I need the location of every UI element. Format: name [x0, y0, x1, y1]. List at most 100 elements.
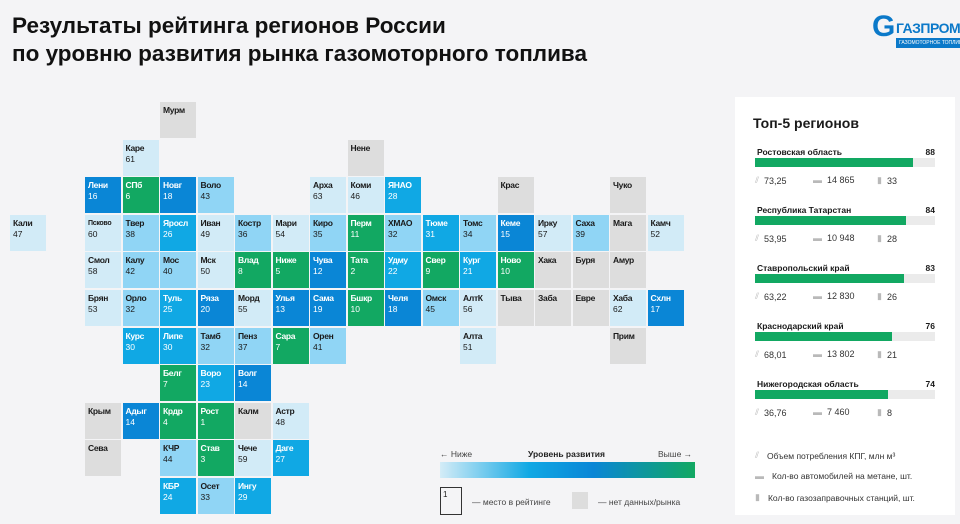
region-tile[interactable]: Крым — [85, 402, 121, 439]
region-rank: 55 — [238, 304, 248, 314]
region-tile[interactable]: Кали 47 — [10, 214, 46, 251]
region-rank: 24 — [163, 492, 173, 502]
region-tile[interactable]: Буря — [572, 252, 609, 289]
region-tile[interactable]: Мос 40 — [160, 252, 196, 289]
region-tile[interactable]: Астр 48 — [272, 402, 309, 439]
region-tile[interactable]: Калм — [235, 402, 271, 439]
region-tile[interactable]: Орло 32 — [122, 290, 159, 326]
region-tile[interactable]: Челя 18 — [385, 290, 421, 326]
region-rank: 48 — [275, 416, 285, 427]
region-tile[interactable]: Тыва — [497, 290, 534, 326]
region-tile[interactable]: Киро 35 — [310, 214, 346, 251]
region-tile[interactable]: Кеме 15 — [497, 214, 534, 251]
region-tile[interactable]: Мага — [610, 214, 646, 251]
region-tile[interactable]: Липе 30 — [160, 327, 196, 364]
region-tile[interactable]: Ново 10 — [497, 252, 534, 289]
region-tile[interactable]: Брян 53 — [85, 290, 121, 326]
region-tile[interactable]: Тюме 31 — [422, 214, 459, 251]
region-tile[interactable]: Сама 19 — [310, 290, 346, 326]
region-rank: 59 — [238, 454, 248, 465]
region-tile[interactable]: Ниже 5 — [272, 252, 309, 289]
region-tile[interactable]: Омск 45 — [422, 290, 459, 326]
region-tile[interactable]: Заба — [535, 290, 571, 326]
region-tile[interactable]: Даге 27 — [272, 440, 309, 477]
region-tile[interactable]: Удму 22 — [385, 252, 421, 289]
region-tile[interactable]: Прим — [610, 327, 646, 364]
region-tile[interactable]: Осет 33 — [197, 478, 234, 514]
region-tile[interactable]: Хака — [535, 252, 571, 289]
region-tile[interactable]: Крдр 4 — [160, 402, 196, 439]
region-tile[interactable]: Улья 13 — [272, 290, 309, 326]
region-rank: 16 — [88, 191, 98, 202]
score-bar-fill — [755, 158, 914, 167]
region-tile[interactable]: ЯНАО 28 — [385, 177, 421, 214]
region-tile[interactable]: Пенз 37 — [235, 327, 271, 364]
top5-panel: Топ-5 регионов Ростовская область 88 ⫽ 73… — [735, 97, 955, 515]
region-tile[interactable]: Туль 25 — [160, 290, 196, 326]
region-tile[interactable]: Калу 42 — [122, 252, 159, 289]
region-tile[interactable]: Камч 52 — [647, 214, 684, 251]
region-tile[interactable]: Чува 12 — [310, 252, 346, 289]
region-tile[interactable]: Бшкр 10 — [347, 290, 384, 326]
region-tile[interactable]: Тата 2 — [347, 252, 384, 289]
region-tile[interactable]: Лени 16 — [85, 177, 121, 214]
region-tile[interactable]: Чече 59 — [235, 440, 271, 477]
region-tile[interactable]: Чуко — [610, 177, 646, 214]
region-tile[interactable]: Новг 18 — [160, 177, 196, 214]
region-tile[interactable]: Яросл 26 — [160, 214, 196, 251]
region-tile[interactable]: Ряза 20 — [197, 290, 234, 326]
region-tile[interactable]: Каре 61 — [122, 139, 159, 176]
region-tile[interactable]: Свер 9 — [422, 252, 459, 289]
region-tile[interactable]: Курс 30 — [122, 327, 159, 364]
region-tile[interactable]: Волг 14 — [235, 365, 271, 402]
region-tile[interactable]: Мск 50 — [197, 252, 234, 289]
region-tile[interactable]: Воло 43 — [197, 177, 234, 214]
region-tile[interactable]: КЧР 44 — [160, 440, 196, 477]
region-tile[interactable]: Евре — [572, 290, 609, 326]
region-tile[interactable]: Ингу 29 — [235, 478, 271, 514]
region-tile[interactable]: Схлн 17 — [647, 290, 684, 326]
region-tile[interactable]: Иван 49 — [197, 214, 234, 251]
region-tile[interactable]: Томс 34 — [460, 214, 496, 251]
region-tile[interactable]: Адыг 14 — [122, 402, 159, 439]
region-name: Саха — [575, 217, 596, 228]
region-tile[interactable]: Крас — [497, 177, 534, 214]
region-tile[interactable]: Сева — [85, 440, 121, 477]
region-tile[interactable]: Амур — [610, 252, 646, 289]
region-tile[interactable]: Саха 39 — [572, 214, 609, 251]
region-tile[interactable]: Рост 1 — [197, 402, 234, 439]
region-name: Брян — [88, 293, 109, 303]
region-tile[interactable]: Сара 7 — [272, 327, 309, 364]
region-tile[interactable]: Смол 58 — [85, 252, 121, 289]
region-tile[interactable]: ХМАО 32 — [385, 214, 421, 251]
region-name: Ниже — [275, 255, 297, 266]
region-tile[interactable]: Псково 60 — [85, 214, 121, 251]
region-tile[interactable]: Морд 55 — [235, 290, 271, 326]
region-tile[interactable]: Арха 63 — [310, 177, 346, 214]
region-tile[interactable]: Мари 54 — [272, 214, 309, 251]
region-tile[interactable]: Алта 51 — [460, 327, 496, 364]
region-name: Чече — [238, 443, 257, 454]
region-tile[interactable]: Воро 23 — [197, 365, 234, 402]
region-tile[interactable]: Орен 41 — [310, 327, 346, 364]
region-tile[interactable]: Перм 11 — [347, 214, 384, 251]
region-tile[interactable]: Нене — [347, 139, 384, 176]
top-region-score: 88 — [925, 147, 935, 157]
region-tile[interactable]: Ирку 57 — [535, 214, 571, 251]
region-tile[interactable]: Влад 8 — [235, 252, 271, 289]
station-count: 33 — [886, 175, 897, 186]
region-tile[interactable]: Костр 36 — [235, 214, 271, 251]
region-tile[interactable]: Тамб 32 — [197, 327, 234, 364]
region-rank: 12 — [313, 266, 323, 277]
region-tile[interactable]: Кург 21 — [460, 252, 496, 289]
region-tile[interactable]: Хаба 62 — [610, 290, 646, 326]
region-tile[interactable]: Белг 7 — [160, 365, 196, 402]
region-tile[interactable]: Став 3 — [197, 440, 234, 477]
region-tile[interactable]: СПб 6 — [122, 177, 159, 214]
region-tile[interactable]: КБР 24 — [160, 478, 196, 514]
region-tile[interactable]: АлтК 56 — [460, 290, 496, 326]
region-tile[interactable]: Мурм — [160, 102, 196, 138]
region-rank: 44 — [163, 454, 173, 465]
region-tile[interactable]: Коми 46 — [347, 177, 384, 214]
region-tile[interactable]: Твер 38 — [122, 214, 159, 251]
